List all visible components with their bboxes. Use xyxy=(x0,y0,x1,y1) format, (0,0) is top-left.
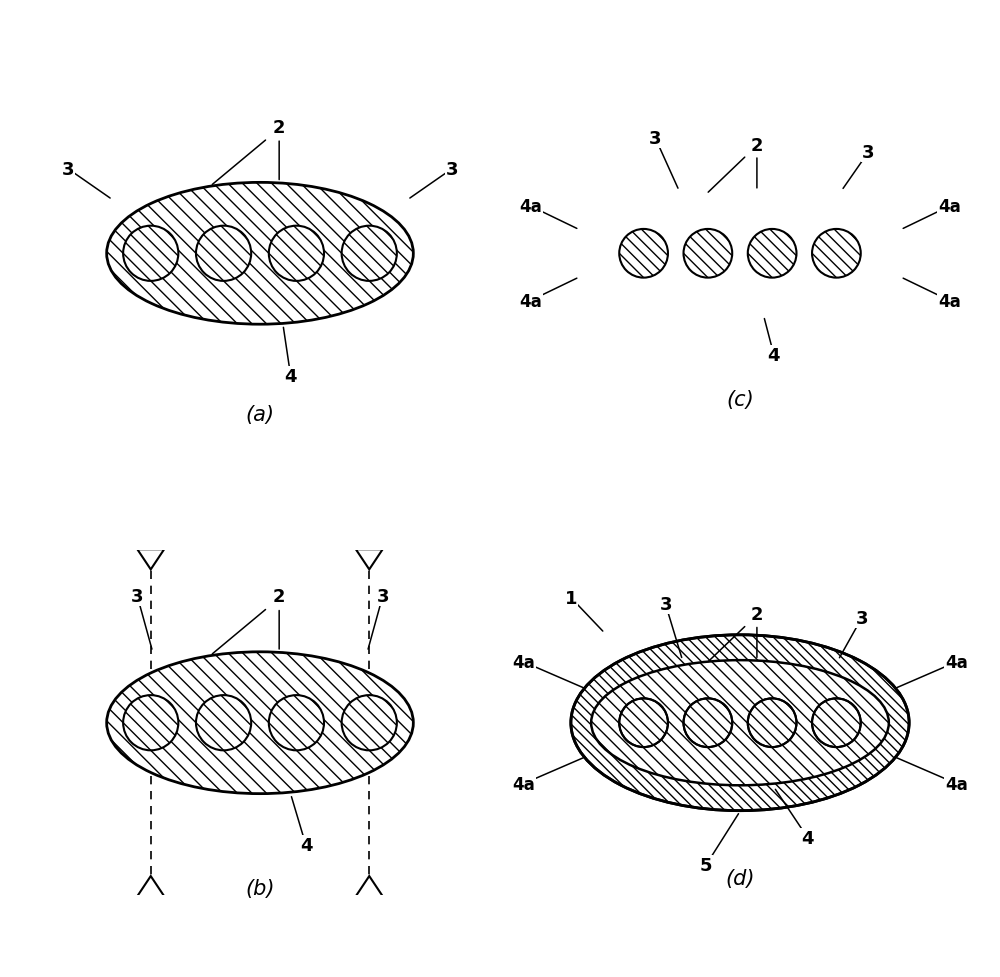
Circle shape xyxy=(342,227,397,281)
Circle shape xyxy=(123,696,178,750)
Text: 4: 4 xyxy=(300,836,312,855)
Circle shape xyxy=(812,230,861,278)
Text: 4a: 4a xyxy=(945,775,968,792)
Text: 4a: 4a xyxy=(519,292,542,311)
Circle shape xyxy=(196,227,251,281)
Text: 4a: 4a xyxy=(938,292,961,311)
Circle shape xyxy=(684,230,732,278)
Circle shape xyxy=(812,699,861,747)
Text: 3: 3 xyxy=(862,144,875,161)
Circle shape xyxy=(196,696,251,750)
Text: 3: 3 xyxy=(62,161,75,179)
Text: (b): (b) xyxy=(245,877,275,898)
Ellipse shape xyxy=(591,660,889,786)
Circle shape xyxy=(269,696,324,750)
Text: 1: 1 xyxy=(565,589,577,607)
Ellipse shape xyxy=(571,635,909,811)
Ellipse shape xyxy=(107,652,413,794)
Text: 4: 4 xyxy=(284,367,297,386)
Text: 4a: 4a xyxy=(512,654,535,671)
Circle shape xyxy=(619,230,668,278)
PathPatch shape xyxy=(585,578,895,641)
Text: 4a: 4a xyxy=(938,197,961,216)
Text: (c): (c) xyxy=(726,389,754,409)
Text: 3: 3 xyxy=(856,610,868,627)
Text: 3: 3 xyxy=(131,587,144,606)
Circle shape xyxy=(269,227,324,281)
Circle shape xyxy=(684,699,732,747)
Circle shape xyxy=(748,230,796,278)
Ellipse shape xyxy=(107,183,413,325)
Text: (a): (a) xyxy=(246,404,274,425)
Circle shape xyxy=(123,227,178,281)
Text: (d): (d) xyxy=(725,869,755,888)
Text: 2: 2 xyxy=(751,606,763,624)
Text: 3: 3 xyxy=(376,587,389,606)
Text: 3: 3 xyxy=(659,596,672,614)
Ellipse shape xyxy=(591,660,889,786)
Text: 5: 5 xyxy=(700,856,712,873)
Text: 4a: 4a xyxy=(519,197,542,216)
Circle shape xyxy=(619,699,668,747)
Text: 3: 3 xyxy=(445,161,458,179)
Text: 4: 4 xyxy=(768,347,780,364)
Circle shape xyxy=(342,696,397,750)
Text: 4a: 4a xyxy=(512,775,535,792)
Text: 2: 2 xyxy=(273,587,285,606)
Text: 2: 2 xyxy=(751,137,763,155)
Text: 2: 2 xyxy=(273,118,285,137)
Text: 4a: 4a xyxy=(945,654,968,671)
Text: 4: 4 xyxy=(801,828,814,847)
Text: 3: 3 xyxy=(649,130,662,149)
Circle shape xyxy=(748,699,796,747)
